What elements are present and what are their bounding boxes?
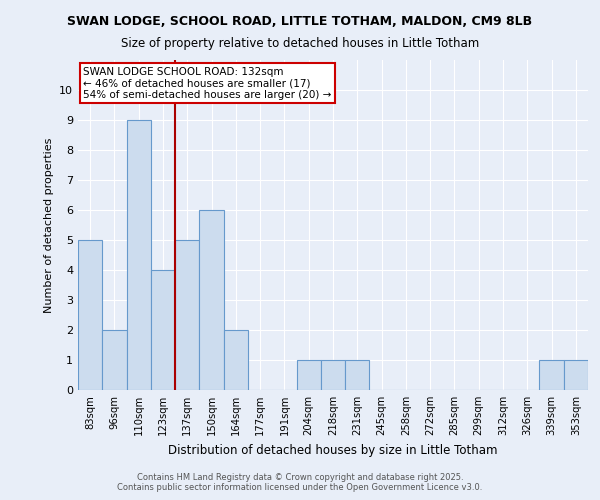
Bar: [175, 240, 199, 390]
Bar: [564, 360, 588, 390]
Bar: [224, 330, 248, 390]
Text: Size of property relative to detached houses in Little Totham: Size of property relative to detached ho…: [121, 38, 479, 51]
Y-axis label: Number of detached properties: Number of detached properties: [44, 138, 53, 312]
Bar: [151, 270, 175, 390]
Bar: [127, 120, 151, 390]
Text: Contains HM Land Registry data © Crown copyright and database right 2025.
Contai: Contains HM Land Registry data © Crown c…: [118, 473, 482, 492]
Text: SWAN LODGE, SCHOOL ROAD, LITTLE TOTHAM, MALDON, CM9 8LB: SWAN LODGE, SCHOOL ROAD, LITTLE TOTHAM, …: [67, 15, 533, 28]
Bar: [199, 210, 224, 390]
Bar: [539, 360, 564, 390]
Text: SWAN LODGE SCHOOL ROAD: 132sqm
← 46% of detached houses are smaller (17)
54% of : SWAN LODGE SCHOOL ROAD: 132sqm ← 46% of …: [83, 66, 331, 100]
Bar: [102, 330, 127, 390]
Bar: [78, 240, 102, 390]
Bar: [321, 360, 345, 390]
Bar: [296, 360, 321, 390]
Bar: [345, 360, 370, 390]
X-axis label: Distribution of detached houses by size in Little Totham: Distribution of detached houses by size …: [168, 444, 498, 456]
